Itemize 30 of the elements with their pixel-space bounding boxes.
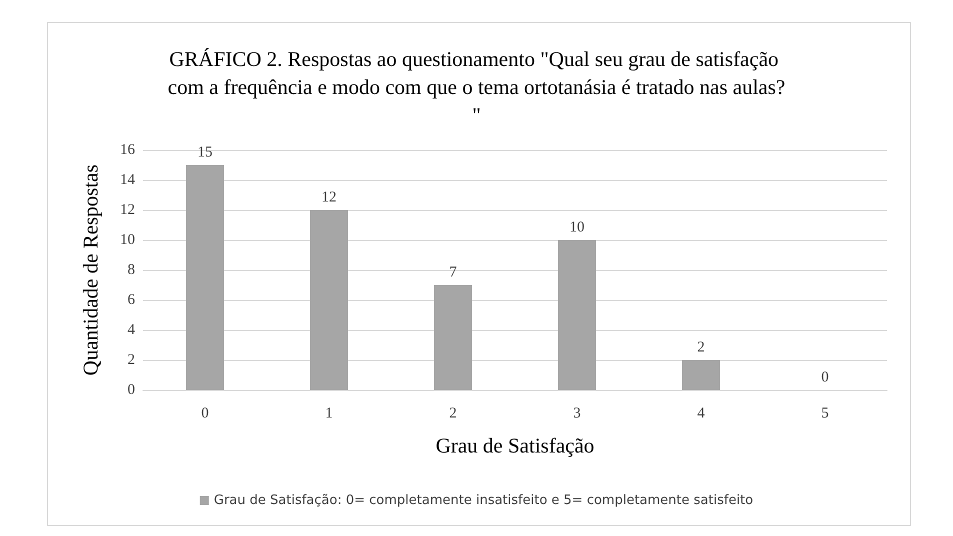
x-axis-title: Grau de Satisfação	[436, 434, 594, 458]
data-label: 10	[570, 220, 584, 236]
y-tick-label: 2	[128, 352, 135, 368]
data-label: 12	[322, 190, 336, 206]
x-tick-label: 5	[821, 406, 829, 422]
y-tick-label: 10	[120, 232, 135, 248]
y-tick-label: 8	[128, 262, 135, 278]
chart-title: GRÁFICO 2. Respostas ao questionamento "Qual seu grau de satisfação com a frequência e modo com que o tema ortotanásia é tratado nas aulas?"	[168, 47, 786, 127]
y-tick-label: 16	[120, 142, 136, 158]
y-tick-label: 4	[128, 322, 136, 338]
data-label: 0	[821, 370, 829, 386]
y-tick-label: 6	[128, 292, 136, 308]
y-tick-label: 0	[128, 382, 135, 398]
y-tick-label: 14	[120, 172, 136, 188]
bar	[310, 210, 348, 390]
legend-label: Grau de Satisfação: 0= completamente insatisfeito e 5= completamente satisfeito	[214, 493, 754, 508]
data-label: 7	[449, 264, 458, 280]
y-axis-title: Quantidade de Respostas	[78, 164, 102, 376]
x-tick-label: 2	[449, 406, 457, 422]
bar	[558, 240, 596, 390]
x-tick-label: 4	[697, 406, 706, 422]
y-tick-label: 12	[120, 202, 135, 218]
x-tick-label: 0	[201, 406, 209, 422]
data-label: 15	[198, 144, 212, 160]
bar	[682, 360, 720, 390]
bar	[186, 165, 224, 390]
data-label: 2	[697, 340, 705, 356]
bar	[434, 285, 472, 390]
x-tick-label: 1	[325, 406, 333, 422]
x-tick-label: 3	[573, 406, 581, 422]
